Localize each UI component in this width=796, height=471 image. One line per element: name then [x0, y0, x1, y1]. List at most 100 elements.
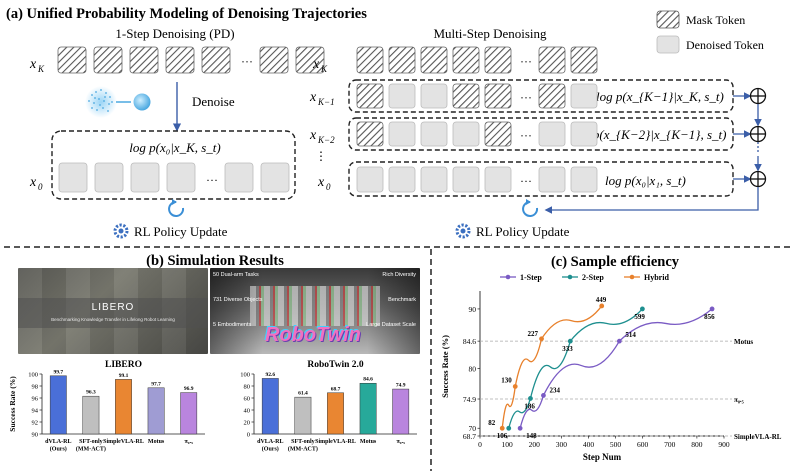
noise-particle: [100, 89, 102, 91]
bar: [327, 392, 344, 435]
denoised-token-legend-icon: [656, 35, 680, 54]
robotwin-tag: Benchmark: [388, 297, 416, 303]
multi-step-row-tokens: ··· ··· ···: [356, 83, 598, 193]
libero-bar-chart: LIBERO Success Rate (%) 90 92 94 96 98 100 99.7 d…: [8, 360, 205, 453]
mask-token: [484, 121, 512, 147]
noise-particle: [109, 96, 111, 98]
panel-b: (b) Simulation Results LIBERO Benchmarki…: [0, 250, 430, 471]
one-step-input-tokens: ···: [57, 46, 325, 74]
gear-icon-left: [113, 223, 129, 239]
data-point: [539, 336, 544, 342]
oplus-icon: [749, 87, 767, 105]
y-axis-label: Success Rate (%): [440, 335, 450, 398]
svg-text:x: x: [312, 57, 320, 72]
bar-category-label: π₀.₅: [185, 439, 194, 445]
one-step-output-tokens: ···: [58, 162, 290, 193]
data-point: [512, 384, 518, 389]
y-tick-label: 98: [32, 384, 39, 391]
data-point-label: 234: [549, 386, 560, 394]
data-point: [709, 306, 715, 312]
reference-line-label: SimpleVLA-RL: [734, 433, 782, 441]
mask-token: [165, 46, 195, 74]
data-point-label: 449: [596, 296, 607, 304]
bar-category-label: (Ours): [262, 446, 279, 453]
bar-category-label: dVLA-RL: [257, 439, 283, 445]
bar-category-label: SFT-only: [291, 439, 314, 445]
denoised-token: [570, 166, 598, 193]
x-tick-label: 0: [478, 440, 482, 449]
sum-chain: [544, 87, 767, 214]
y-tick-label: 68.7: [463, 432, 476, 441]
denoised-token: [260, 162, 290, 193]
bar-value-label: 74.9: [396, 383, 406, 389]
series-line: [508, 308, 643, 429]
data-point-label: 227: [528, 330, 539, 338]
data-point: [541, 393, 546, 398]
panel-a: (a) Unified Probability Modeling of Deno…: [4, 6, 792, 248]
denoised-token: [356, 166, 384, 193]
mask-token: [259, 46, 289, 74]
mask-token: [484, 46, 512, 74]
token-ellipsis: ···: [520, 128, 532, 142]
noise-particle: [103, 100, 105, 102]
bar-chart-title: LIBERO: [105, 360, 142, 370]
legend-marker: [505, 274, 511, 280]
noise-particle: [91, 94, 93, 96]
mask-token: [538, 83, 566, 109]
robotwin-logo: RoboTwin: [265, 324, 361, 346]
y-tick-label: 84.6: [463, 337, 476, 346]
y-tick-label: 0: [247, 432, 250, 439]
data-point-label: 148: [526, 432, 537, 440]
y-tick-label: 92: [32, 420, 39, 427]
bar-category-label: SimpleVLA-RL: [103, 439, 144, 445]
bar: [180, 392, 198, 435]
y-tick-label: 100: [240, 372, 250, 379]
noise-particle: [105, 92, 107, 94]
svg-text:x: x: [309, 90, 317, 105]
x-tick-label: 200: [529, 440, 541, 449]
denoised-token: [420, 166, 448, 193]
denoised-token: [224, 162, 254, 193]
svg-text:K−2: K−2: [317, 135, 335, 145]
noise-particle: [99, 104, 101, 106]
row-label-xk-right: x K: [312, 57, 328, 74]
bar-value-label: 99.1: [119, 373, 129, 379]
multi-step-row-k-minus-1: x K−1 log p(x_{K−1}|x_K, s_t): [309, 79, 734, 113]
mask-token-legend-icon: [656, 10, 680, 29]
y-tick-label: 100: [28, 372, 38, 379]
data-point-label: 514: [625, 331, 636, 339]
one-step-output-box: [51, 130, 296, 200]
y-tick-label: 80: [469, 365, 477, 374]
data-point-label: 130: [501, 376, 512, 384]
legend-label: Hybrid: [644, 273, 669, 282]
robotwin-tag: 5 Embodiments: [213, 322, 252, 328]
svg-text:x: x: [309, 128, 317, 143]
x-tick-label: 600: [637, 440, 649, 449]
panel-c-title: (c) Sample efficiency: [551, 254, 680, 270]
y-tick-label: 94: [32, 408, 39, 415]
mask-token: [388, 46, 416, 74]
robotwin-bar-chart: RoboTwin 2.0 0 20 40 60 80 100 92.6 dVLA-RL(Ours…: [240, 360, 417, 453]
denoised-token: [166, 162, 196, 193]
bar-category-label: Motus: [360, 439, 377, 445]
x-tick-label: 800: [691, 440, 703, 449]
svg-text:x: x: [317, 175, 325, 190]
bar-category-label: (MM-ACT): [288, 446, 318, 453]
noise-particle: [88, 100, 90, 102]
data-point-label: 856: [704, 313, 715, 321]
y-tick-label: 60: [244, 396, 251, 403]
bar-category-label: (MM-ACT): [76, 446, 106, 453]
legend-label: 1-Step: [520, 273, 542, 282]
svg-text:0: 0: [38, 182, 43, 192]
data-point: [528, 396, 533, 401]
robotwin-tag: Large Dataset Scale: [366, 322, 416, 328]
bar: [294, 396, 312, 435]
svg-text:x: x: [29, 175, 37, 190]
panel-a-title: (a) Unified Probability Modeling of Deno…: [6, 6, 367, 22]
data-point-label: 106: [497, 432, 508, 440]
bar-value-label: 96.9: [184, 386, 194, 392]
denoised-token: [420, 121, 448, 147]
mask-token: [57, 46, 87, 74]
bar-chart-title: RoboTwin 2.0: [307, 360, 364, 370]
